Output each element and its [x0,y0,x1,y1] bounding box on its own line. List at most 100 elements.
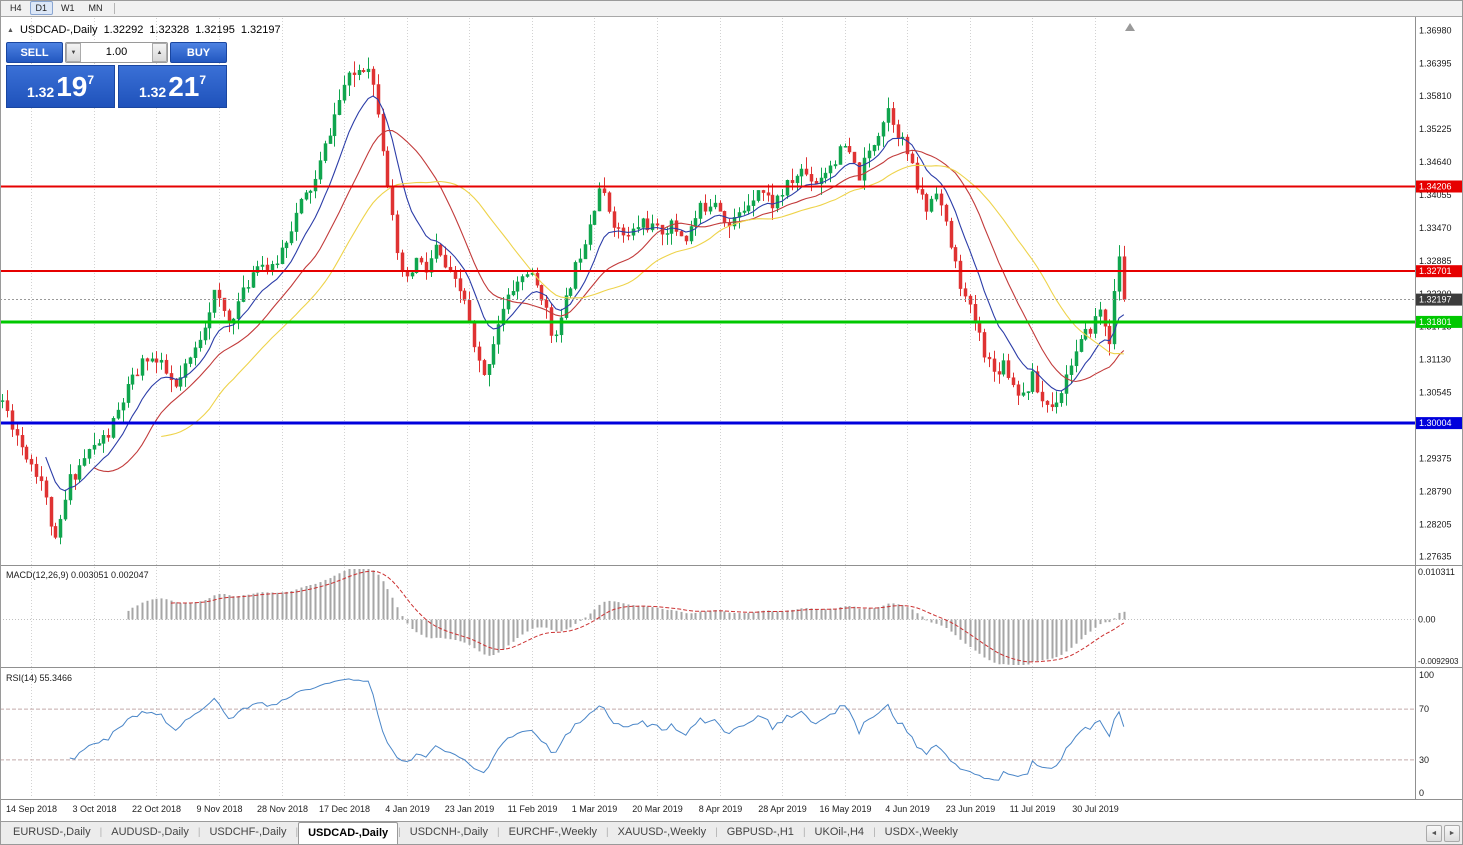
price-tick-label: 1.29375 [1419,453,1452,463]
date-label: 23 Jan 2019 [445,804,495,814]
price-badge-label: 1.30004 [1419,418,1452,428]
sell-price-big: 19 [56,70,88,102]
macd-max-label: 0.010311 [1418,567,1455,577]
date-label: 11 Jul 2019 [1010,804,1056,814]
tab-xauusd-weekly[interactable]: XAUUSD-,Weekly [617,826,707,838]
price-tick-label: 1.28790 [1419,486,1452,496]
tabs-scroll-left-button[interactable]: ◄ [1426,825,1442,842]
price-badge-label: 1.31801 [1419,317,1452,327]
tab-usdcad-daily[interactable]: USDCAD-,Daily [298,822,399,845]
date-label: 23 Jun 2019 [946,804,996,814]
sell-price-sup: 7 [87,72,95,87]
symbol-title: USDCAD-,Daily [19,24,98,36]
axis-labels: 14 Sep 2018 3 Oct 2018 22 Oct 2018 9 Nov 20… [6,25,1459,814]
rsi-axis-label: 100 [1419,670,1434,680]
buy-price-big: 21 [168,70,200,102]
tab-separator: | [398,827,401,838]
tab-ukoil-h4[interactable]: UKOil-,H4 [814,826,865,838]
candles-layer [0,57,1127,545]
sell-button[interactable]: SELL [6,42,63,63]
date-label: 17 Dec 2018 [319,804,370,814]
price-badge-label: 1.32701 [1419,266,1452,276]
tab-separator: | [295,827,299,838]
date-label: 28 Apr 2019 [758,804,807,814]
date-label: 14 Sep 2018 [6,804,57,814]
chrome-lines [0,17,1463,800]
volume-value[interactable]: 1.00 [105,46,128,58]
price-tick-label: 1.30545 [1419,388,1452,398]
date-label: 22 Oct 2018 [132,804,181,814]
tab-separator: | [606,827,609,838]
price-tick-label: 1.36980 [1419,25,1452,35]
sell-price-prefix: 1.32 [26,83,55,100]
buy-price-sup: 7 [199,72,207,87]
tabs-scroll-right-button[interactable]: ► [1444,825,1460,842]
price-tick-label: 1.34055 [1419,190,1452,200]
tab-separator: | [497,827,500,838]
horizontal-lines-layer[interactable] [0,185,1415,425]
buy-price-display[interactable]: 1.32 21 7 [118,65,227,108]
tab-audusd-daily[interactable]: AUDUSD-,Daily [111,826,189,838]
date-label: 4 Jun 2019 [885,804,930,814]
macd-min-label: -0.0092903 [1418,657,1459,666]
price-tick-label: 1.27635 [1419,551,1452,561]
rsi-panel [0,678,1415,781]
volume-control[interactable]: ▼ 1.00 ▲ [65,42,168,63]
buy-button[interactable]: BUY [170,42,227,63]
period-button-w1[interactable]: W1 [61,3,75,13]
rsi-axis-label: 30 [1419,755,1429,765]
ma-34-line [161,164,1124,438]
tab-eurchf-weekly[interactable]: EURCHF-,Weekly [508,826,598,838]
symbol-marker-icon: ▲ [7,26,14,34]
tab-usdx-weekly[interactable]: USDX-,Weekly [884,826,958,838]
price-tick-label: 1.28205 [1419,519,1452,529]
tab-usdcnh-daily[interactable]: USDCNH-,Daily [409,826,488,838]
period-button-d1[interactable]: D1 [29,1,54,15]
date-label: 30 Jul 2019 [1072,804,1119,814]
macd-panel [0,569,1415,665]
price-badge-label: 1.32197 [1419,295,1452,305]
moving-averages-layer [45,95,1125,492]
volume-increase-button[interactable]: ▲ [152,43,167,62]
tab-separator: | [197,827,201,838]
ohlc-high: 1.32328 [149,24,190,36]
date-label: 20 Mar 2019 [632,804,683,814]
date-label: 8 Apr 2019 [699,804,743,814]
price-tick-label: 1.35810 [1419,91,1452,101]
date-label: 4 Jan 2019 [385,804,430,814]
period-button-h4[interactable]: H4 [10,3,22,13]
chart-tabs-bar: EURUSD-,Daily | AUDUSD-,Daily | USDCHF-,Dail… [0,821,1463,845]
chart-shift-marker-icon[interactable] [1125,23,1135,31]
date-label: 28 Nov 2018 [257,804,308,814]
date-label: 3 Oct 2018 [72,804,116,814]
tab-separator: | [99,827,103,838]
sell-price-display[interactable]: 1.32 19 7 [6,65,115,108]
rsi-line [69,678,1125,781]
tab-separator: | [802,827,806,838]
price-tick-label: 1.33470 [1419,223,1452,233]
chart-symbol-header: ▲ USDCAD-,Daily 1.32292 1.32328 1.32195 … [7,24,281,36]
price-tick-label: 1.35225 [1419,124,1452,134]
price-tick-label: 1.36395 [1419,58,1452,68]
date-label: 16 May 2019 [819,804,871,814]
tab-usdchf-daily[interactable]: USDCHF-,Daily [209,826,287,838]
buy-price-prefix: 1.32 [138,83,167,100]
date-label: 1 Mar 2019 [572,804,618,814]
tab-separator: | [873,827,876,838]
tab-eurusd-daily[interactable]: EURUSD-,Daily [13,826,91,838]
date-label: 9 Nov 2018 [196,804,242,814]
ohlc-open: 1.32292 [103,24,144,36]
ma-10-line [45,95,1125,492]
tab-separator: | [715,827,718,838]
date-label: 11 Feb 2019 [508,804,558,814]
ma-20-line [93,129,1125,473]
period-button-mn[interactable]: MN [88,3,103,13]
volume-decrease-button[interactable]: ▼ [66,43,81,62]
price-tick-label: 1.32885 [1419,256,1452,266]
tab-scroll-buttons: ◄ ► [1426,825,1460,842]
ohlc-close: 1.32197 [240,24,281,36]
price-tick-label: 1.31130 [1419,355,1451,365]
tab-gbpusd-h1[interactable]: GBPUSD-,H1 [726,826,794,838]
rsi-axis-label: 70 [1419,704,1429,714]
